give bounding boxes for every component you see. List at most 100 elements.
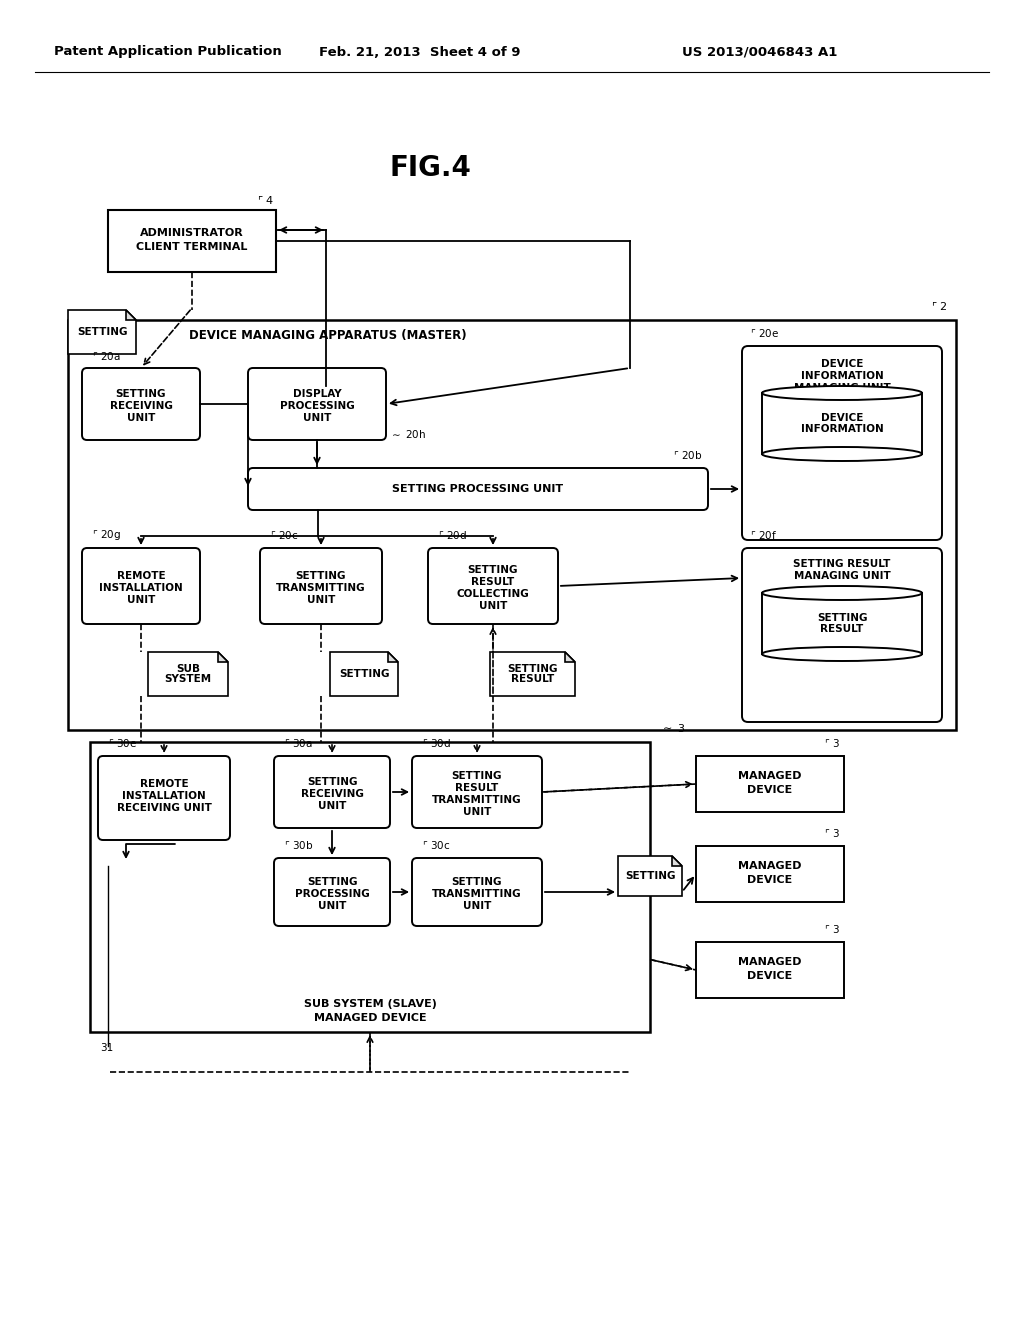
Text: INFORMATION: INFORMATION bbox=[801, 424, 884, 434]
Polygon shape bbox=[618, 855, 682, 896]
Text: SETTING: SETTING bbox=[307, 876, 357, 887]
Text: SETTING: SETTING bbox=[296, 572, 346, 581]
Text: SETTING: SETTING bbox=[307, 777, 357, 787]
Text: FIG.4: FIG.4 bbox=[389, 154, 471, 182]
Text: $\ulcorner$ 3: $\ulcorner$ 3 bbox=[824, 737, 840, 748]
Ellipse shape bbox=[763, 587, 921, 599]
Polygon shape bbox=[126, 310, 136, 319]
Text: $\ulcorner$ 20f: $\ulcorner$ 20f bbox=[750, 529, 777, 541]
Text: REMOTE: REMOTE bbox=[117, 572, 165, 581]
Text: UNIT: UNIT bbox=[127, 595, 156, 605]
Text: MANAGING UNIT: MANAGING UNIT bbox=[794, 572, 891, 581]
FancyBboxPatch shape bbox=[98, 756, 230, 840]
Text: $\ulcorner$ 20d: $\ulcorner$ 20d bbox=[438, 529, 467, 541]
Text: TRANSMITTING: TRANSMITTING bbox=[432, 795, 522, 805]
Text: PROCESSING: PROCESSING bbox=[280, 401, 354, 411]
Text: SETTING: SETTING bbox=[817, 612, 867, 623]
Text: RECEIVING: RECEIVING bbox=[301, 789, 364, 799]
FancyBboxPatch shape bbox=[274, 756, 390, 828]
Text: REMOTE: REMOTE bbox=[139, 779, 188, 789]
Text: UNIT: UNIT bbox=[463, 902, 492, 911]
Text: SETTING: SETTING bbox=[116, 389, 166, 399]
Text: $\ulcorner$ 2: $\ulcorner$ 2 bbox=[931, 300, 948, 312]
Ellipse shape bbox=[762, 647, 922, 661]
FancyBboxPatch shape bbox=[82, 368, 200, 440]
Polygon shape bbox=[218, 652, 228, 663]
Bar bbox=[762, 593, 922, 653]
Text: UNIT: UNIT bbox=[317, 801, 346, 810]
FancyBboxPatch shape bbox=[742, 548, 942, 722]
Bar bbox=[696, 756, 844, 812]
Text: DEVICE: DEVICE bbox=[821, 413, 863, 422]
Text: UNIT: UNIT bbox=[303, 413, 331, 422]
Text: DISPLAY: DISPLAY bbox=[293, 389, 341, 399]
FancyBboxPatch shape bbox=[742, 346, 942, 540]
Text: RESULT: RESULT bbox=[471, 577, 515, 587]
Text: $\ulcorner$ 20e: $\ulcorner$ 20e bbox=[750, 327, 779, 339]
Text: $\ulcorner$ 30b: $\ulcorner$ 30b bbox=[284, 840, 313, 851]
FancyBboxPatch shape bbox=[82, 548, 200, 624]
Polygon shape bbox=[490, 652, 575, 696]
Text: SUB: SUB bbox=[176, 664, 200, 675]
Text: UNIT: UNIT bbox=[307, 595, 335, 605]
Text: SETTING: SETTING bbox=[507, 664, 558, 675]
Bar bbox=[696, 942, 844, 998]
Text: $\ulcorner$ 20g: $\ulcorner$ 20g bbox=[92, 528, 121, 543]
Polygon shape bbox=[672, 855, 682, 866]
Polygon shape bbox=[565, 652, 575, 663]
Text: RESULT: RESULT bbox=[456, 783, 499, 793]
Text: Feb. 21, 2013  Sheet 4 of 9: Feb. 21, 2013 Sheet 4 of 9 bbox=[319, 45, 521, 58]
Text: 31: 31 bbox=[100, 1043, 114, 1053]
Bar bbox=[68, 319, 956, 730]
Text: UNIT: UNIT bbox=[479, 601, 507, 611]
FancyBboxPatch shape bbox=[412, 858, 542, 927]
Text: $\ulcorner$ 4: $\ulcorner$ 4 bbox=[257, 194, 274, 206]
Text: MANAGED DEVICE: MANAGED DEVICE bbox=[313, 1012, 426, 1023]
Text: $\ulcorner$ 30c: $\ulcorner$ 30c bbox=[422, 840, 451, 851]
Text: RESULT: RESULT bbox=[820, 624, 863, 634]
Text: $\sim$ 3: $\sim$ 3 bbox=[660, 722, 685, 734]
Bar bbox=[90, 742, 650, 1032]
Text: $\ulcorner$ 3: $\ulcorner$ 3 bbox=[824, 828, 840, 840]
Ellipse shape bbox=[762, 586, 922, 601]
Text: RESULT: RESULT bbox=[511, 673, 554, 684]
Text: SETTING: SETTING bbox=[468, 565, 518, 576]
Text: INSTALLATION: INSTALLATION bbox=[122, 791, 206, 801]
Bar bbox=[696, 846, 844, 902]
Text: RECEIVING: RECEIVING bbox=[110, 401, 172, 411]
Bar bbox=[762, 393, 922, 454]
Text: DEVICE: DEVICE bbox=[748, 875, 793, 884]
Text: DEVICE: DEVICE bbox=[821, 359, 863, 370]
Text: MANAGING UNIT: MANAGING UNIT bbox=[794, 383, 891, 393]
Text: UNIT: UNIT bbox=[317, 902, 346, 911]
Text: TRANSMITTING: TRANSMITTING bbox=[432, 888, 522, 899]
FancyBboxPatch shape bbox=[274, 858, 390, 927]
FancyBboxPatch shape bbox=[248, 469, 708, 510]
Text: RECEIVING UNIT: RECEIVING UNIT bbox=[117, 803, 211, 813]
Text: ADMINISTRATOR: ADMINISTRATOR bbox=[140, 228, 244, 238]
Text: $\ulcorner$ 20b: $\ulcorner$ 20b bbox=[673, 449, 702, 461]
FancyBboxPatch shape bbox=[248, 368, 386, 440]
Ellipse shape bbox=[763, 387, 921, 399]
Polygon shape bbox=[388, 652, 398, 663]
FancyBboxPatch shape bbox=[428, 548, 558, 624]
Text: $\ulcorner$ 30d: $\ulcorner$ 30d bbox=[422, 737, 452, 748]
Text: INSTALLATION: INSTALLATION bbox=[99, 583, 183, 593]
Text: $\sim$ 20h: $\sim$ 20h bbox=[389, 428, 426, 440]
Ellipse shape bbox=[762, 385, 922, 400]
Text: US 2013/0046843 A1: US 2013/0046843 A1 bbox=[682, 45, 838, 58]
Text: SETTING: SETTING bbox=[625, 871, 675, 880]
Text: $\ulcorner$ 30e: $\ulcorner$ 30e bbox=[108, 737, 137, 748]
Polygon shape bbox=[330, 652, 398, 696]
Polygon shape bbox=[148, 652, 228, 696]
Text: SETTING: SETTING bbox=[339, 669, 389, 678]
Text: SETTING: SETTING bbox=[452, 876, 502, 887]
Text: SETTING PROCESSING UNIT: SETTING PROCESSING UNIT bbox=[392, 484, 563, 494]
Text: DEVICE: DEVICE bbox=[748, 785, 793, 795]
Text: MANAGED: MANAGED bbox=[738, 957, 802, 968]
Text: UNIT: UNIT bbox=[127, 413, 156, 422]
Polygon shape bbox=[68, 310, 136, 354]
Text: MANAGED: MANAGED bbox=[738, 861, 802, 871]
Text: MANAGED: MANAGED bbox=[738, 771, 802, 781]
Text: TRANSMITTING: TRANSMITTING bbox=[276, 583, 366, 593]
